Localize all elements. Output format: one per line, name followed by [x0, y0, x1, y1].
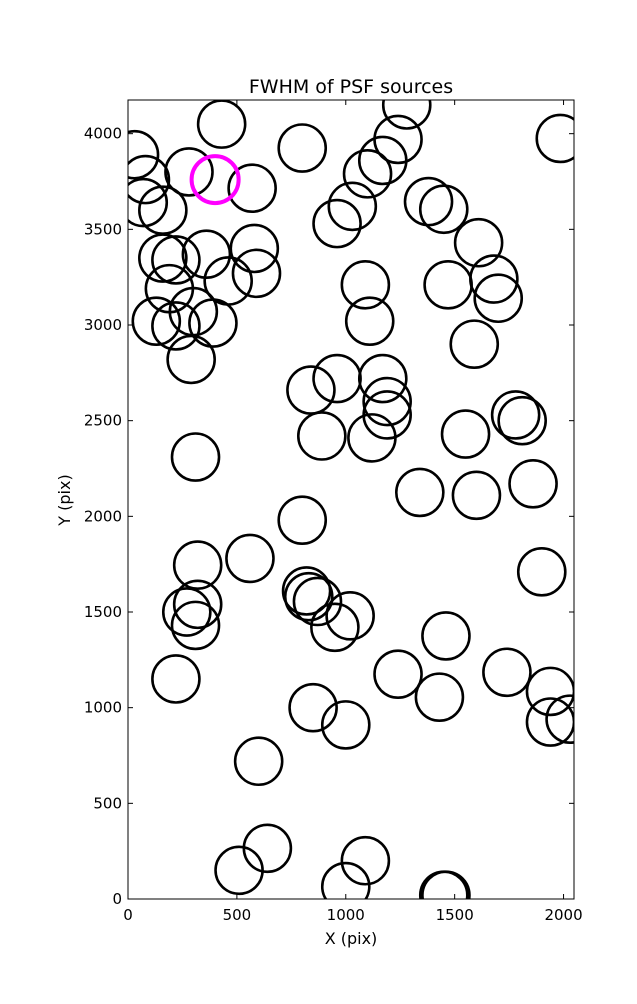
- axes-layer: 0 500 1000 1500 2000 0 500 1000 1500 2000 2500 3000…: [84, 100, 583, 924]
- source-marker: [181, 229, 232, 280]
- y-tick-label: 0: [112, 890, 122, 908]
- source-marker: [277, 123, 328, 173]
- source-marker: [320, 861, 371, 899]
- source-marker: [490, 390, 541, 440]
- source-marker: [357, 353, 408, 404]
- source-marker: [161, 587, 212, 637]
- source-marker: [310, 602, 360, 653]
- source-marker: [231, 248, 282, 299]
- source-marker: [357, 135, 408, 186]
- source-marker: [320, 700, 371, 750]
- x-tick-label: 500: [223, 906, 252, 924]
- source-marker: [170, 432, 221, 482]
- y-tick-label: 2000: [84, 507, 122, 525]
- source-marker: [312, 198, 362, 249]
- source-marker: [172, 579, 223, 630]
- y-tick-label: 500: [93, 794, 122, 812]
- source-marker: [214, 845, 264, 896]
- source-marker: [362, 376, 412, 427]
- source-marker: [453, 217, 504, 268]
- y-tick-label: 3500: [84, 220, 122, 238]
- y-tick-label: 4000: [84, 125, 122, 143]
- source-marker: [423, 260, 473, 310]
- x-tick-label: 1500: [436, 906, 474, 924]
- source-marker: [292, 576, 343, 627]
- source-marker: [172, 540, 223, 590]
- y-tick-label: 3000: [84, 316, 122, 334]
- source-marker: [545, 694, 574, 744]
- source-marker: [340, 260, 391, 310]
- source-marker: [394, 467, 445, 518]
- y-tick-label: 1500: [84, 603, 122, 621]
- source-marker: [233, 736, 284, 787]
- source-marker: [151, 301, 201, 351]
- source-marker: [451, 470, 502, 521]
- source-marker: [151, 654, 201, 704]
- source-marker: [128, 154, 171, 205]
- source-marker: [196, 100, 247, 149]
- source-marker: [342, 149, 393, 199]
- source-marker: [508, 458, 558, 509]
- source-marker: [421, 611, 471, 661]
- source-marker: [229, 223, 280, 274]
- plot-frame: [127, 99, 575, 900]
- source-marker: [473, 273, 524, 324]
- source-marker: [403, 176, 454, 227]
- source-marker: [128, 129, 160, 180]
- source-marker: [340, 835, 391, 886]
- source-marker: [281, 566, 332, 616]
- source-marker: [170, 600, 221, 651]
- y-axis-label: Y (pix): [55, 474, 74, 526]
- source-marker: [440, 409, 491, 459]
- source-marker: [535, 113, 574, 164]
- source-marker: [414, 672, 465, 722]
- source-marker: [283, 571, 334, 622]
- source-marker: [188, 298, 238, 348]
- source-marker: [288, 682, 338, 733]
- marks-layer: [128, 100, 574, 899]
- source-marker: [381, 100, 432, 130]
- source-marker: [128, 177, 169, 228]
- source-marker: [277, 495, 328, 545]
- source-marker: [131, 296, 182, 346]
- source-marker: [296, 411, 347, 461]
- chart-title: FWHM of PSF sources: [249, 76, 453, 98]
- y-tick-label: 2500: [84, 412, 122, 430]
- source-marker: [286, 365, 336, 415]
- source-marker: [497, 395, 547, 446]
- source-marker: [516, 547, 567, 597]
- source-marker: [164, 147, 214, 197]
- source-marker: [225, 533, 275, 584]
- x-tick-label: 0: [123, 906, 133, 924]
- y-tick-label: 1000: [84, 699, 122, 717]
- source-marker: [525, 666, 574, 717]
- x-tick-label: 1000: [327, 906, 365, 924]
- source-marker: [344, 296, 395, 346]
- source-marker: [327, 181, 378, 232]
- source-marker: [325, 591, 375, 641]
- source-marker: [227, 163, 277, 214]
- source-marker: [312, 353, 362, 404]
- source-marker: [482, 647, 532, 698]
- source-marker: [373, 649, 423, 700]
- source-marker: [138, 233, 188, 283]
- source-marker: [449, 319, 500, 369]
- source-marker: [418, 870, 469, 899]
- source-marker: [166, 334, 216, 385]
- source-marker: [418, 184, 469, 235]
- source-marker: [151, 235, 201, 285]
- source-marker: [347, 413, 397, 463]
- highlighted-source-marker: [189, 154, 241, 206]
- source-marker: [525, 697, 574, 747]
- x-axis-label: X (pix): [325, 929, 378, 948]
- x-tick-label: 2000: [544, 906, 582, 924]
